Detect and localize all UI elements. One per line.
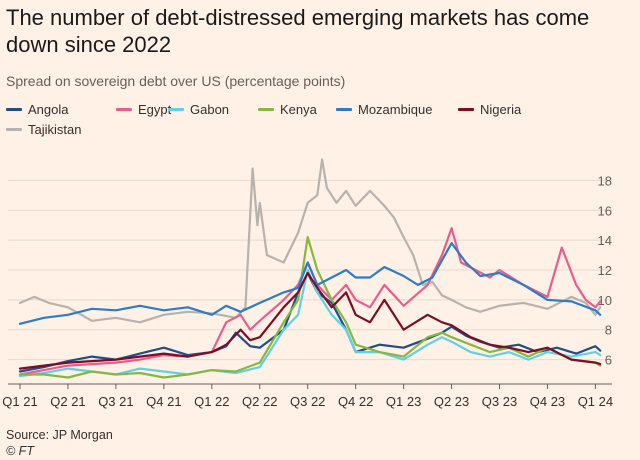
x-tick-label: Q3 23 xyxy=(482,394,517,409)
y-tick-label: 6 xyxy=(605,353,612,368)
y-tick-label: 12 xyxy=(598,263,612,278)
legend-label: Angola xyxy=(28,102,69,117)
legend-label: Nigeria xyxy=(480,102,522,117)
source-note: Source: JP Morgan xyxy=(6,428,113,442)
x-tick-label: Q4 23 xyxy=(530,394,565,409)
y-tick-label: 16 xyxy=(598,203,612,218)
y-tick-label: 14 xyxy=(598,233,612,248)
x-tick-label: Q4 21 xyxy=(146,394,181,409)
series-line-nigeria xyxy=(18,271,602,370)
legend-swatch xyxy=(116,108,132,111)
legend-item-tajikistan: Tajikistan xyxy=(6,122,81,137)
series-line-angola xyxy=(18,271,602,373)
series-line-mozambique xyxy=(18,242,602,325)
legend-swatch xyxy=(168,108,184,111)
legend-swatch xyxy=(258,108,274,111)
x-tick-label: Q3 21 xyxy=(98,394,133,409)
legend-item-egypt: Egypt xyxy=(116,102,171,117)
legend-label: Kenya xyxy=(280,102,317,117)
x-tick-label: Q2 22 xyxy=(242,394,277,409)
series-line-kenya xyxy=(18,236,602,379)
chart-subtitle: Spread on sovereign debt over US (percen… xyxy=(6,73,346,89)
x-tick-label: Q1 24 xyxy=(578,394,613,409)
x-tick-label: Q1 21 xyxy=(2,394,37,409)
y-tick-label: 18 xyxy=(598,173,612,188)
legend-swatch xyxy=(6,128,22,131)
legend-swatch xyxy=(336,108,352,111)
legend-label: Mozambique xyxy=(358,102,433,117)
chart-title: The number of debt-distressed emerging m… xyxy=(6,5,590,57)
x-tick-label: Q4 22 xyxy=(338,394,373,409)
legend-label: Gabon xyxy=(190,102,230,117)
x-tick-label: Q3 22 xyxy=(290,394,325,409)
legend-label: Egypt xyxy=(138,102,172,117)
legend-item-nigeria: Nigeria xyxy=(458,102,521,117)
x-tick-label: Q2 23 xyxy=(434,394,469,409)
legend-item-angola: Angola xyxy=(6,102,68,117)
x-tick-label: Q1 23 xyxy=(386,394,421,409)
x-tick-label: Q2 21 xyxy=(50,394,85,409)
x-tick-label: Q1 22 xyxy=(194,394,229,409)
legend-label: Tajikistan xyxy=(28,122,82,137)
copyright: © FT xyxy=(6,444,34,458)
legend-item-mozambique: Mozambique xyxy=(336,102,432,117)
series-line-gabon xyxy=(18,268,602,378)
y-tick-label: 8 xyxy=(605,323,612,338)
legend-swatch xyxy=(458,108,474,111)
legend-item-kenya: Kenya xyxy=(258,102,317,117)
y-tick-label: 10 xyxy=(598,293,612,308)
series-line-tajikistan xyxy=(18,158,602,324)
legend-item-gabon: Gabon xyxy=(168,102,229,117)
legend-swatch xyxy=(6,108,22,111)
